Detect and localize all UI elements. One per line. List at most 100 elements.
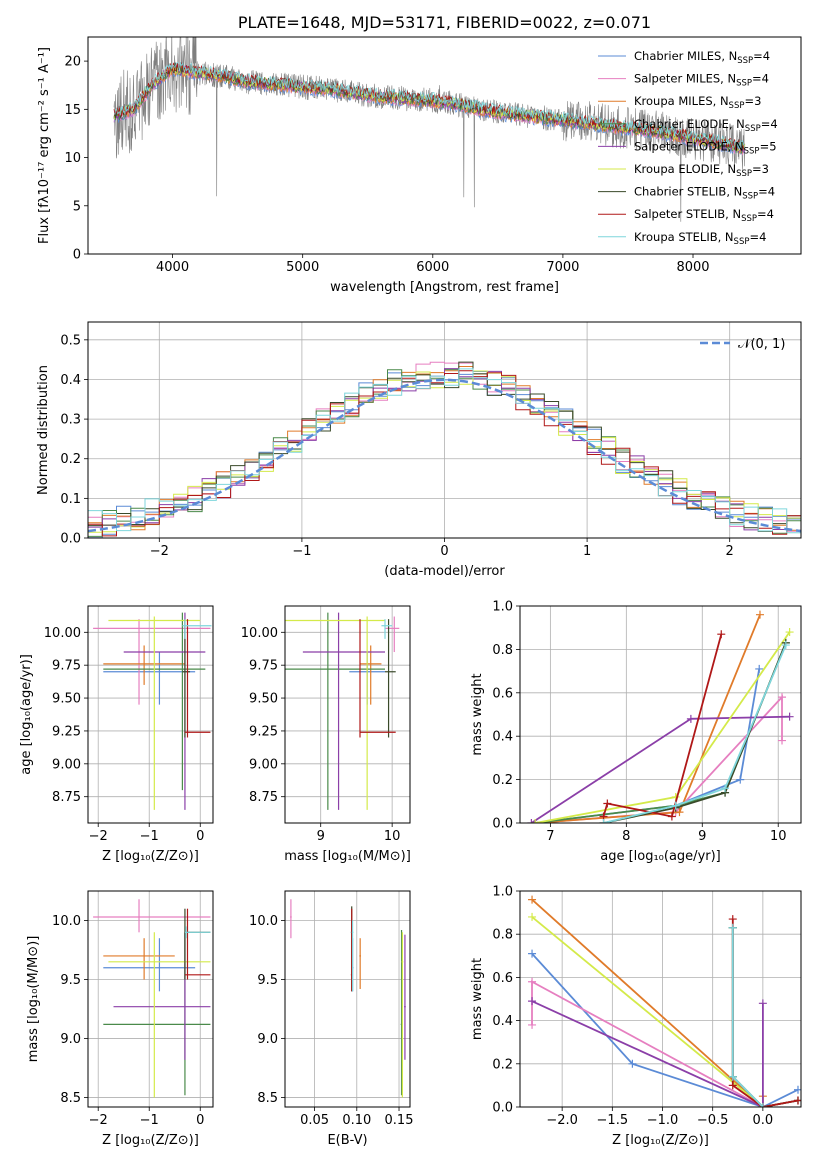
age-mass-xlabel: mass [log₁₀(M/M⊙)] xyxy=(284,849,411,864)
histogram-step-8 xyxy=(88,368,801,534)
weight-age-ylabel: mass weight xyxy=(470,673,485,755)
weight-z-line-0 xyxy=(531,952,799,1107)
weight-age-ytick-label-3: 0.6 xyxy=(492,686,513,701)
legend-label-2: Kroupa MILES, NSSP=3 xyxy=(634,94,761,111)
weight-z-ytick-label-4: 0.8 xyxy=(492,928,513,943)
age-mass-ytick-label-5: 10.00 xyxy=(241,626,278,641)
weight-age-line-8 xyxy=(603,644,787,823)
legend-label-1: Salpeter MILES, NSSP=4 xyxy=(634,72,769,89)
age-z-ytick-label-1: 9.00 xyxy=(52,757,81,772)
legend-label-6: Chabrier STELIB, NSSP=4 xyxy=(634,185,775,202)
histogram-ytick-label-5: 0.5 xyxy=(60,333,81,348)
mass-ebv-ytick-label-3: 10.0 xyxy=(249,914,278,929)
model-spectrum-line-8 xyxy=(113,62,746,151)
weight-z-marker-4-2 xyxy=(758,999,767,1008)
weight-z-marker-8-0 xyxy=(728,923,737,932)
weight-age-ytick-label-0: 0.0 xyxy=(492,817,513,832)
weight-age-xtick-label-3: 10 xyxy=(770,829,787,844)
weight-age-line-1 xyxy=(535,694,783,823)
weight-age-marker-8-0 xyxy=(599,819,608,823)
age-z-ytick-label-2: 9.25 xyxy=(52,724,81,739)
weight-z-marker-8-1 xyxy=(728,1072,737,1081)
spectrum-ytick-label-0: 0 xyxy=(73,248,81,263)
histogram-step-6 xyxy=(88,361,801,532)
histogram-plot-area xyxy=(88,361,801,538)
spectrum-ytick-label-4: 20 xyxy=(64,55,81,70)
weight-age-xtick-label-0: 7 xyxy=(546,829,554,844)
weight-z-marker-1-0 xyxy=(528,1020,537,1029)
spectrum-xtick-label-3: 7000 xyxy=(546,260,579,275)
mass-z-plot-area xyxy=(93,899,211,1098)
weight-age-line-0 xyxy=(535,668,761,823)
weight-z-line-1 xyxy=(531,980,764,1107)
legend-label-8: Kroupa STELIB, NSSP=4 xyxy=(634,230,766,247)
weight-z-ytick-label-2: 0.4 xyxy=(492,1014,513,1029)
mass-ebv-xtick-label-2: 0.15 xyxy=(385,1113,414,1128)
age-z-xtick-label-1: −1 xyxy=(140,829,159,844)
weight-z-line-2 xyxy=(531,898,764,1107)
weight-z-marker-1-1 xyxy=(528,977,537,986)
mass-z-xlabel: Z [log₁₀(Z/Z⊙)] xyxy=(102,1133,199,1148)
weight-age-ytick-label-5: 1.0 xyxy=(492,600,513,615)
mass-ebv-ytick-label-1: 9.0 xyxy=(257,1032,278,1047)
weight-z-ylabel: mass weight xyxy=(470,958,485,1040)
weight-z-ytick-label-3: 0.6 xyxy=(492,971,513,986)
weight-z-plot-area xyxy=(528,895,801,1107)
weight-age-marker-8-2 xyxy=(721,784,730,793)
spectrum-plot-area xyxy=(113,37,746,222)
weight-age-ytick-label-2: 0.4 xyxy=(492,730,513,745)
weight-z-marker-7-1 xyxy=(728,1081,737,1090)
weight-age-xtick-label-2: 9 xyxy=(698,829,706,844)
age-mass-ytick-label-0: 8.75 xyxy=(249,790,278,805)
weight-z-ytick-label-1: 0.2 xyxy=(492,1057,513,1072)
mass-z-ytick-label-1: 9.0 xyxy=(60,1032,81,1047)
gaussian-legend-label: 𝒩(0, 1) xyxy=(738,337,785,352)
weight-z-xtick-label-4: 0.0 xyxy=(753,1113,774,1128)
weight-z-xtick-label-0: −2.0 xyxy=(546,1113,578,1128)
mass-z-xtick-label-2: 0 xyxy=(196,1113,204,1128)
age-mass-xtick-label-1: 10 xyxy=(384,829,401,844)
weight-age-line-7 xyxy=(602,633,723,818)
mass-ebv-ytick-label-0: 8.5 xyxy=(257,1091,278,1106)
weight-z-marker-8-2 xyxy=(758,1103,767,1107)
age-z-ytick-label-3: 9.50 xyxy=(52,692,81,707)
age-z-ytick-label-0: 8.75 xyxy=(52,790,81,805)
mass-z-ytick-label-2: 9.5 xyxy=(60,973,81,988)
spectrum-ytick-label-3: 15 xyxy=(64,103,81,118)
spectrum-xlabel: wavelength [Angstrom, rest frame] xyxy=(330,280,559,295)
mass-z-xtick-label-0: −2 xyxy=(89,1113,108,1128)
age-z-plot-area xyxy=(93,612,212,810)
histogram-xlabel: (data-model)/error xyxy=(384,564,505,579)
weight-age-marker-5-2 xyxy=(785,628,794,637)
weight-age-xtick-label-1: 8 xyxy=(622,829,630,844)
weight-z-line-3 xyxy=(731,927,799,1107)
age-mass-frame xyxy=(284,605,411,824)
weight-z-xtick-label-3: −0.5 xyxy=(697,1113,729,1128)
age-z-frame xyxy=(87,605,214,824)
weight-z-line-8 xyxy=(731,927,764,1107)
weight-z-line-5 xyxy=(531,916,764,1107)
mass-z-frame xyxy=(87,890,214,1108)
age-mass-ytick-label-1: 9.00 xyxy=(249,757,278,772)
weight-z-line-6 xyxy=(731,927,799,1107)
weight-age-marker-0-2 xyxy=(736,775,745,784)
weight-age-marker-7-3 xyxy=(717,630,726,639)
age-mass-ytick-label-4: 9.75 xyxy=(249,659,278,674)
spectrum-xtick-label-2: 6000 xyxy=(416,260,449,275)
age-z-ylabel: age [log₁₀(age/yr)] xyxy=(19,654,34,775)
spectrum-title: PLATE=1648, MJD=53171, FIBERID=0022, z=0… xyxy=(238,13,651,32)
legend-label-7: Salpeter STELIB, NSSP=4 xyxy=(634,207,774,224)
weight-z-line-4 xyxy=(531,1000,764,1107)
weight-age-marker-2-2 xyxy=(755,610,764,619)
age-mass-ytick-label-2: 9.25 xyxy=(249,724,278,739)
legend-label-5: Kroupa ELODIE, NSSP=3 xyxy=(634,162,769,179)
histogram-xtick-label-2: 0 xyxy=(440,544,448,559)
mass-ebv-frame xyxy=(284,890,411,1108)
weight-age-xlabel: age [log₁₀(age/yr)] xyxy=(600,849,721,864)
mass-ebv-plot-area xyxy=(290,899,406,1098)
weight-age-ytick-label-4: 0.8 xyxy=(492,643,513,658)
histogram-xtick-label-1: −1 xyxy=(292,544,311,559)
mass-z-xtick-label-1: −1 xyxy=(140,1113,159,1128)
mass-ebv-ytick-label-2: 9.5 xyxy=(257,973,278,988)
